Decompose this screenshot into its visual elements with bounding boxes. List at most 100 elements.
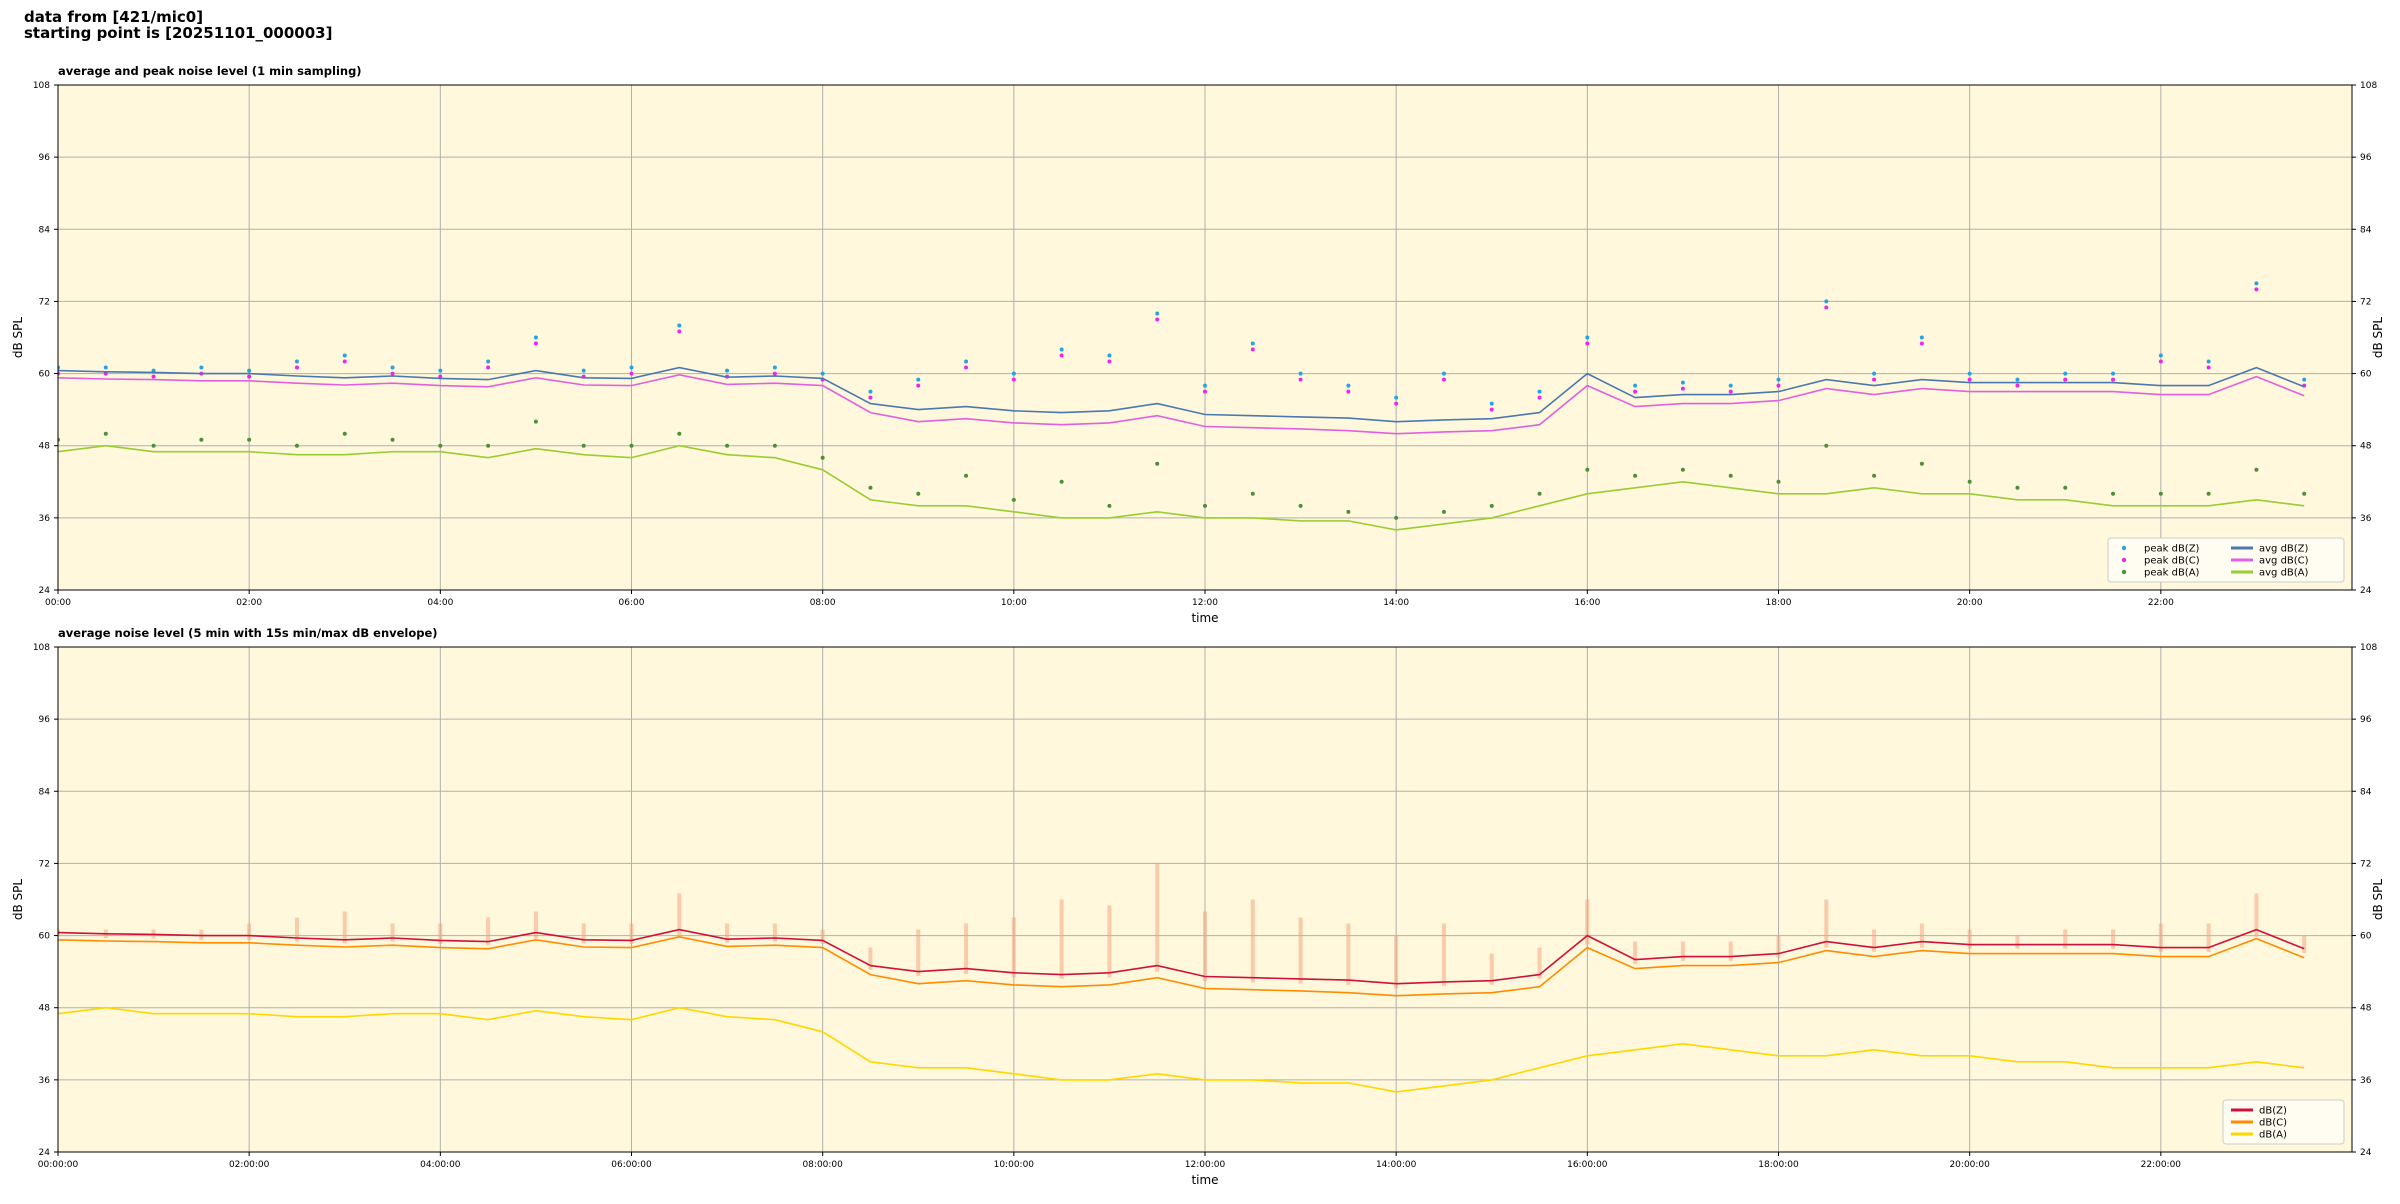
y-tick-label: 108: [33, 643, 50, 653]
peak-point: [533, 341, 538, 346]
peak-point: [1155, 461, 1160, 466]
series-line: [58, 928, 2305, 985]
peak-point: [390, 437, 395, 442]
peak-point: [725, 368, 730, 373]
peak-point: [1250, 347, 1255, 352]
peak-point: [1298, 377, 1303, 382]
y-tick-label: 108: [33, 81, 50, 91]
x-tick-label: 08:00: [810, 598, 836, 608]
peak-point: [1537, 389, 1542, 394]
peak-point: [1776, 377, 1781, 382]
peak-point: [868, 485, 873, 490]
y-tick-label-right: 96: [2360, 153, 2372, 163]
peak-point: [1919, 335, 1924, 340]
peak-point: [1155, 311, 1160, 316]
peak-point: [1585, 341, 1590, 346]
y-axis-label: dB SPL: [11, 879, 25, 921]
peak-point: [103, 365, 108, 370]
peak-point: [2015, 377, 2020, 382]
legend-label: dB(C): [2259, 1118, 2287, 1129]
peak-point: [2254, 467, 2259, 472]
peak-point: [294, 365, 299, 370]
peak-point: [1441, 509, 1446, 514]
peak-point: [2158, 491, 2163, 496]
peak-point: [1203, 389, 1207, 394]
y-axis-label: dB SPL: [11, 317, 25, 359]
subplot: average noise level (5 min with 15s min/…: [11, 626, 2385, 1187]
peak-point: [1250, 341, 1255, 346]
x-tick-label: 08:00:00: [802, 1160, 843, 1170]
peak-point: [629, 443, 634, 448]
peak-point: [342, 431, 347, 436]
peak-point: [2302, 491, 2307, 496]
x-tick-label: 16:00:00: [1567, 1160, 1608, 1170]
peak-point: [1537, 491, 1542, 496]
x-tick-label: 20:00:00: [1949, 1160, 1990, 1170]
peak-point: [2015, 383, 2020, 388]
x-axis-label: time: [1191, 611, 1218, 625]
peak-point: [1346, 509, 1351, 514]
peak-point: [2206, 365, 2211, 370]
y-tick-label-right: 84: [2360, 787, 2372, 797]
peak-point: [294, 359, 299, 364]
x-tick-label: 14:00:00: [1376, 1160, 1417, 1170]
peak-point: [1967, 377, 1972, 382]
peak-point: [1298, 503, 1303, 508]
peak-point: [2063, 485, 2068, 490]
x-tick-label: 10:00: [1001, 598, 1027, 608]
peak-point: [342, 353, 347, 358]
peak-point: [2302, 377, 2307, 382]
peak-point: [772, 371, 777, 376]
y-tick-label-right: 84: [2360, 225, 2372, 235]
peak-point: [820, 455, 825, 460]
peak-point: [916, 383, 921, 388]
plot-frame: [57, 84, 2353, 591]
peak-point: [2063, 371, 2068, 376]
peak-point: [916, 377, 921, 382]
legend-box: [2107, 537, 2345, 583]
peak-point: [342, 359, 347, 364]
x-tick-label: 02:00:00: [229, 1160, 270, 1170]
peak-point: [1059, 479, 1064, 484]
peak-point: [964, 473, 969, 478]
peak-point: [1872, 377, 1877, 382]
peak-point: [486, 365, 491, 370]
y-tick-label-right: 96: [2360, 715, 2372, 725]
peak-point: [438, 443, 443, 448]
peak-point: [2015, 485, 2020, 490]
series-line: [58, 935, 2305, 997]
peak-point: [629, 371, 634, 376]
peak-point: [1728, 383, 1733, 388]
peak-point: [247, 437, 252, 442]
peak-point: [2206, 359, 2211, 364]
peak-point: [533, 335, 538, 340]
peak-point: [1585, 467, 1590, 472]
y-tick-label: 36: [39, 1076, 51, 1086]
peak-point: [1346, 389, 1351, 394]
y-tick-label-right: 72: [2360, 297, 2371, 307]
peak-point: [533, 419, 538, 424]
peak-point: [1919, 461, 1924, 466]
x-tick-label: 02:00: [236, 598, 262, 608]
peak-point: [151, 368, 156, 373]
peak-point: [1489, 503, 1494, 508]
x-tick-label: 14:00: [1383, 598, 1409, 608]
x-axis-label: time: [1191, 1173, 1218, 1187]
peak-point: [916, 491, 921, 496]
y-tick-label: 36: [39, 514, 51, 524]
peak-point: [1633, 473, 1638, 478]
peak-point: [868, 395, 873, 400]
peak-point: [1680, 467, 1685, 472]
legend-marker: [2121, 545, 2127, 551]
y-tick-label: 24: [39, 1148, 51, 1158]
y-tick-label-right: 36: [2360, 1076, 2372, 1086]
y-tick-label-right: 60: [2360, 932, 2372, 942]
peak-point: [964, 365, 969, 370]
x-tick-label: 12:00: [1192, 598, 1218, 608]
header-source: data from [421/mic0]: [24, 8, 203, 26]
x-tick-label: 16:00: [1574, 598, 1600, 608]
peak-point: [677, 431, 682, 436]
peak-point: [1441, 377, 1446, 382]
peak-point: [1728, 473, 1733, 478]
peak-point: [199, 437, 204, 442]
